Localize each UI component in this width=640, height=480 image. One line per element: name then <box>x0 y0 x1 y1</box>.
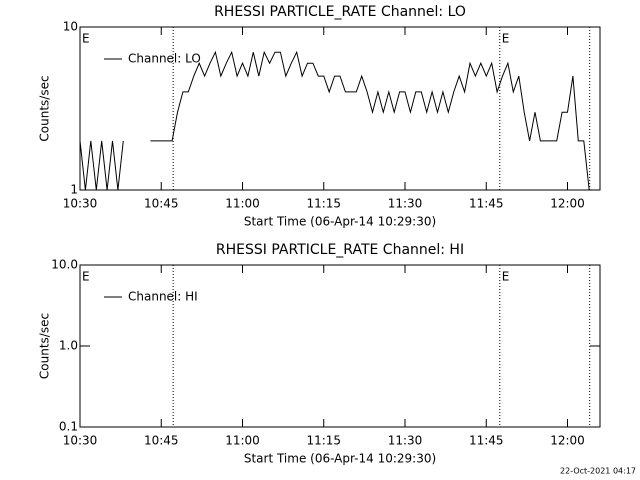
chart-title: RHESSI PARTICLE_RATE Channel: HI <box>216 242 464 258</box>
x-tick-label: 11:30 <box>388 197 423 211</box>
x-tick-label: 11:45 <box>469 197 504 211</box>
x-tick-label: 11:30 <box>388 434 423 448</box>
data-line <box>79 50 590 191</box>
legend-label: Channel: HI <box>128 290 198 304</box>
chart-title: RHESSI PARTICLE_RATE Channel: LO <box>214 4 466 20</box>
annotation: E <box>502 32 510 46</box>
y-tick-label: 1 <box>70 183 78 197</box>
x-tick-label: 11:45 <box>469 434 504 448</box>
x-tick-label: 10:30 <box>63 434 98 448</box>
x-tick-label: 12:00 <box>550 434 585 448</box>
x-tick-label: 11:15 <box>306 434 341 448</box>
y-tick-label: 10 <box>63 20 78 34</box>
x-tick-label: 11:00 <box>225 434 260 448</box>
y-tick-label: 0.1 <box>59 420 78 434</box>
x-tick-label: 11:15 <box>306 197 341 211</box>
plot-frame <box>79 26 601 191</box>
y-axis-label: Counts/sec <box>38 313 52 379</box>
footer: 22-Oct-2021 04:17 <box>560 467 636 476</box>
annotation: E <box>502 270 510 284</box>
legend-label: Channel: LO <box>128 52 201 66</box>
annotation: E <box>82 270 90 284</box>
x-tick-label: 10:45 <box>144 434 179 448</box>
x-axis-label: Start Time (06-Apr-14 10:29:30) <box>244 215 436 229</box>
x-axis-label: Start Time (06-Apr-14 10:29:30) <box>244 452 436 466</box>
y-axis-label: Counts/sec <box>38 75 52 141</box>
x-tick-label: 12:00 <box>550 197 585 211</box>
x-tick-label: 10:30 <box>63 197 98 211</box>
x-tick-label: 10:45 <box>144 197 179 211</box>
x-tick-label: 11:00 <box>225 197 260 211</box>
y-tick-label: 10.0 <box>51 258 78 272</box>
y-tick-label: 1.0 <box>59 339 78 353</box>
annotation: E <box>82 32 90 46</box>
